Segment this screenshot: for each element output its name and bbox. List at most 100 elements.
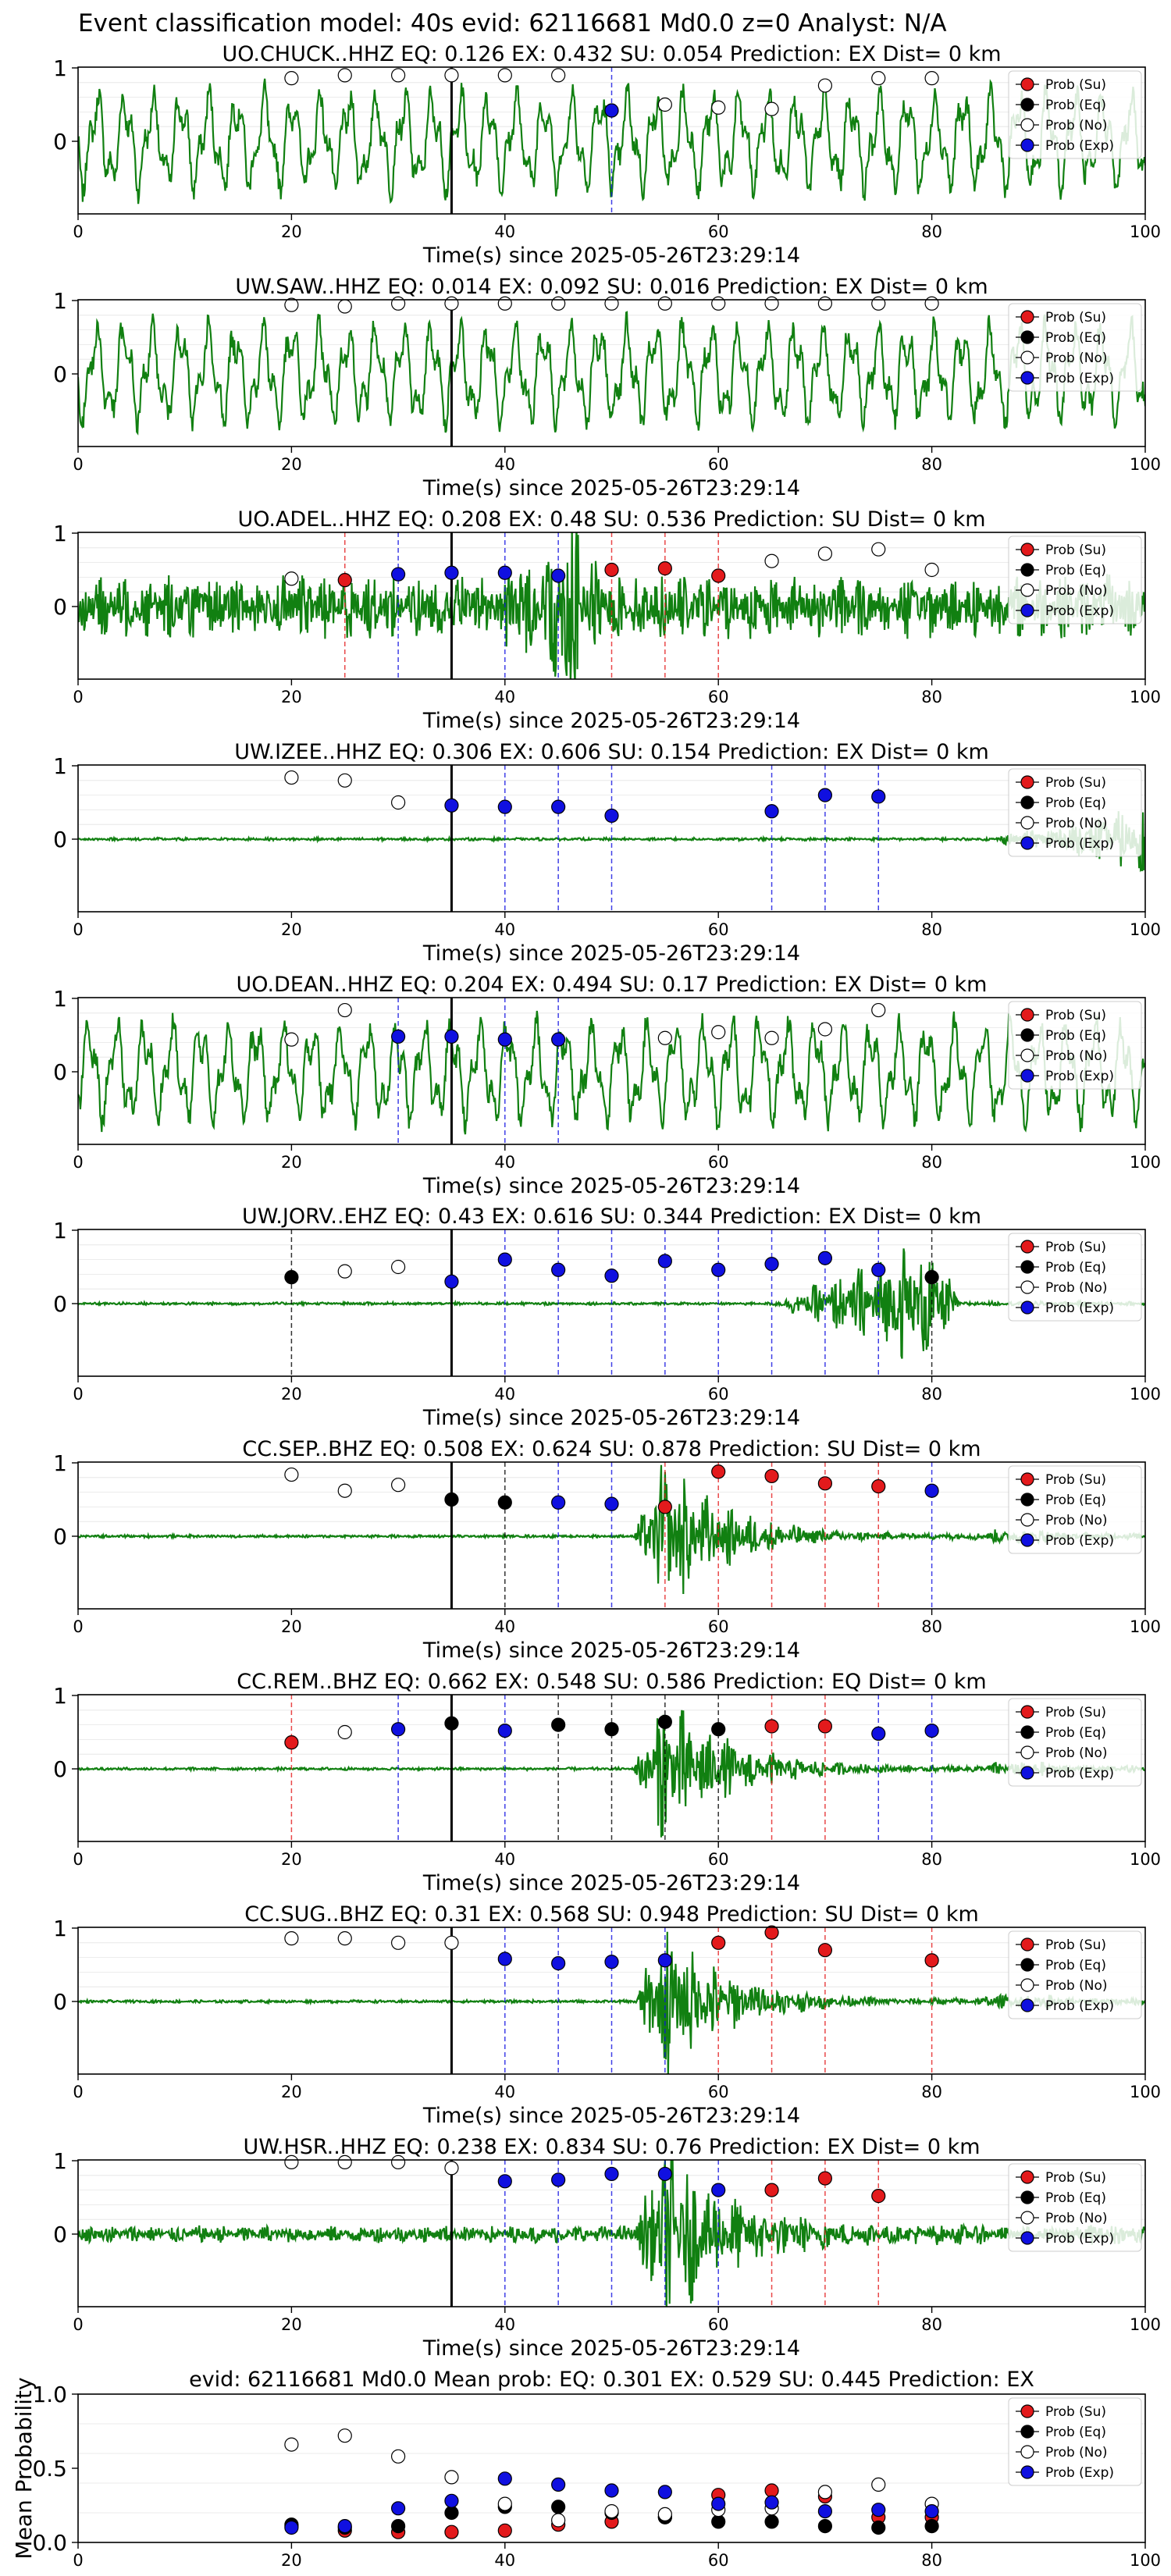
prob-marker-exp [444, 1274, 459, 1289]
plot-frame [77, 1927, 1146, 2075]
legend-marker-eq [1020, 2190, 1034, 2204]
x-tick-label: 40 [494, 2083, 515, 2101]
station-panel: UO.DEAN..HHZ EQ: 0.204 EX: 0.494 SU: 0.1… [53, 973, 1161, 1198]
x-tick-label: 0 [73, 222, 83, 241]
prob-marker-eq [284, 1270, 299, 1285]
panel-title: UO.DEAN..HHZ EQ: 0.204 EX: 0.494 SU: 0.1… [237, 973, 988, 997]
prob-marker-no [764, 296, 779, 311]
prob-marker-exp [391, 1722, 406, 1737]
x-tick-label: 0 [73, 1617, 83, 1636]
mean-prob-marker-exp [284, 2520, 299, 2535]
x-tick-label: 60 [708, 2551, 729, 2570]
x-tick-label: 60 [708, 2083, 729, 2101]
prob-marker-no [391, 1478, 406, 1493]
legend-marker-exp [1020, 603, 1034, 617]
mean-prob-marker-eq [444, 2505, 459, 2521]
panel-title: UO.ADEL..HHZ EQ: 0.208 EX: 0.48 SU: 0.53… [237, 507, 985, 532]
mean-prob-marker-exp [497, 2471, 512, 2486]
x-tick-label: 60 [708, 920, 729, 939]
prob-marker-no [337, 773, 352, 788]
x-tick-label: 20 [281, 455, 302, 474]
x-tick-label: 80 [921, 1385, 942, 1404]
mean-prob-marker-exp [657, 2485, 672, 2500]
station-panel: UW.HSR..HHZ EQ: 0.238 EX: 0.834 SU: 0.76… [53, 2135, 1161, 2361]
prob-marker-eq [924, 1270, 939, 1285]
y-tick-label: 0.0 [32, 2530, 67, 2556]
prob-marker-exp [871, 1262, 886, 1277]
y-tick-label: 1 [53, 1450, 67, 1476]
prob-marker-eq [497, 1495, 512, 1510]
legend-label-su: Prob (Su) [1045, 1008, 1106, 1023]
prob-marker-exp [604, 808, 619, 824]
legend-marker-su [1020, 77, 1034, 91]
mean-prob-marker-exp [551, 2477, 566, 2492]
prob-marker-exp [604, 1496, 619, 1511]
x-tick-label: 40 [494, 2551, 515, 2570]
legend-label-su: Prob (Su) [1045, 775, 1106, 791]
y-tick-label: 1.0 [32, 2382, 67, 2407]
legend-label-eq: Prob (Eq) [1045, 1958, 1106, 1973]
prob-marker-no [284, 571, 299, 586]
legend-label-exp: Prob (Exp) [1045, 1533, 1114, 1549]
legend-marker-no [1020, 1978, 1034, 1992]
x-tick-label: 40 [494, 1850, 515, 1869]
x-tick-label: 100 [1130, 920, 1161, 939]
x-axis-label: Time(s) since 2025-05-26T23:29:14 [422, 2336, 800, 2361]
legend-box [1008, 1698, 1142, 1787]
mean-prob-marker-exp [764, 2495, 779, 2510]
prob-marker-no [284, 770, 299, 785]
station-panel: UO.ADEL..HHZ EQ: 0.208 EX: 0.48 SU: 0.53… [53, 507, 1161, 733]
legend-marker-no [1020, 1048, 1034, 1062]
panel-title: CC.REM..BHZ EQ: 0.662 EX: 0.548 SU: 0.58… [237, 1670, 986, 1694]
prob-marker-no [764, 553, 779, 568]
prob-marker-no [657, 296, 672, 311]
prob-marker-no [391, 68, 406, 83]
x-tick-label: 100 [1130, 1385, 1161, 1404]
prob-marker-no [924, 562, 939, 578]
prob-marker-exp [657, 1254, 672, 1268]
prob-marker-su [711, 1935, 726, 1950]
legend-marker-eq [1020, 563, 1034, 577]
x-tick-label: 0 [73, 2551, 83, 2570]
prob-marker-exp [551, 568, 566, 583]
x-tick-label: 100 [1130, 1850, 1161, 1869]
prob-marker-no [444, 2161, 459, 2176]
legend-label-eq: Prob (Eq) [1045, 2190, 1106, 2206]
mean-prob-marker-su [764, 2483, 779, 2498]
x-tick-label: 80 [921, 2315, 942, 2334]
prob-marker-exp [444, 1029, 459, 1044]
prob-marker-no [924, 71, 939, 86]
prob-marker-no [924, 296, 939, 311]
x-tick-label: 60 [708, 2315, 729, 2334]
legend-label-no: Prob (No) [1045, 118, 1108, 133]
legend-label-eq: Prob (Eq) [1045, 1260, 1106, 1276]
panel-title: UW.JORV..EHZ EQ: 0.43 EX: 0.616 SU: 0.34… [242, 1204, 981, 1229]
prob-marker-exp [817, 1251, 833, 1265]
legend-box [1008, 2163, 1142, 2252]
prob-marker-no [871, 71, 886, 86]
plot-frame [77, 764, 1146, 913]
prob-marker-eq [444, 1716, 459, 1731]
legend-marker-su [1020, 1937, 1034, 1952]
legend-marker-exp [1020, 1069, 1034, 1083]
mean-prob-marker-exp [871, 2503, 886, 2517]
x-tick-label: 0 [73, 920, 83, 939]
legend-box [1008, 1465, 1142, 1554]
x-tick-label: 80 [921, 688, 942, 706]
legend-label-su: Prob (Su) [1045, 1240, 1106, 1255]
legend-marker-no [1020, 350, 1034, 365]
prob-marker-no [337, 299, 352, 314]
x-tick-label: 60 [708, 222, 729, 241]
panel-title: UO.CHUCK..HHZ EQ: 0.126 EX: 0.432 SU: 0.… [222, 42, 1001, 66]
x-tick-label: 40 [494, 1385, 515, 1404]
mean-prob-marker-eq [711, 2514, 726, 2529]
x-tick-label: 20 [281, 1153, 302, 1172]
prob-marker-no [711, 100, 726, 115]
station-panel: UW.IZEE..HHZ EQ: 0.306 EX: 0.606 SU: 0.1… [53, 740, 1161, 966]
x-tick-label: 40 [494, 2315, 515, 2334]
prob-marker-no [551, 68, 566, 83]
x-tick-label: 20 [281, 920, 302, 939]
station-panel: CC.REM..BHZ EQ: 0.662 EX: 0.548 SU: 0.58… [53, 1670, 1161, 1895]
prob-marker-su [764, 1719, 779, 1734]
legend-label-exp: Prob (Exp) [1045, 2465, 1114, 2481]
